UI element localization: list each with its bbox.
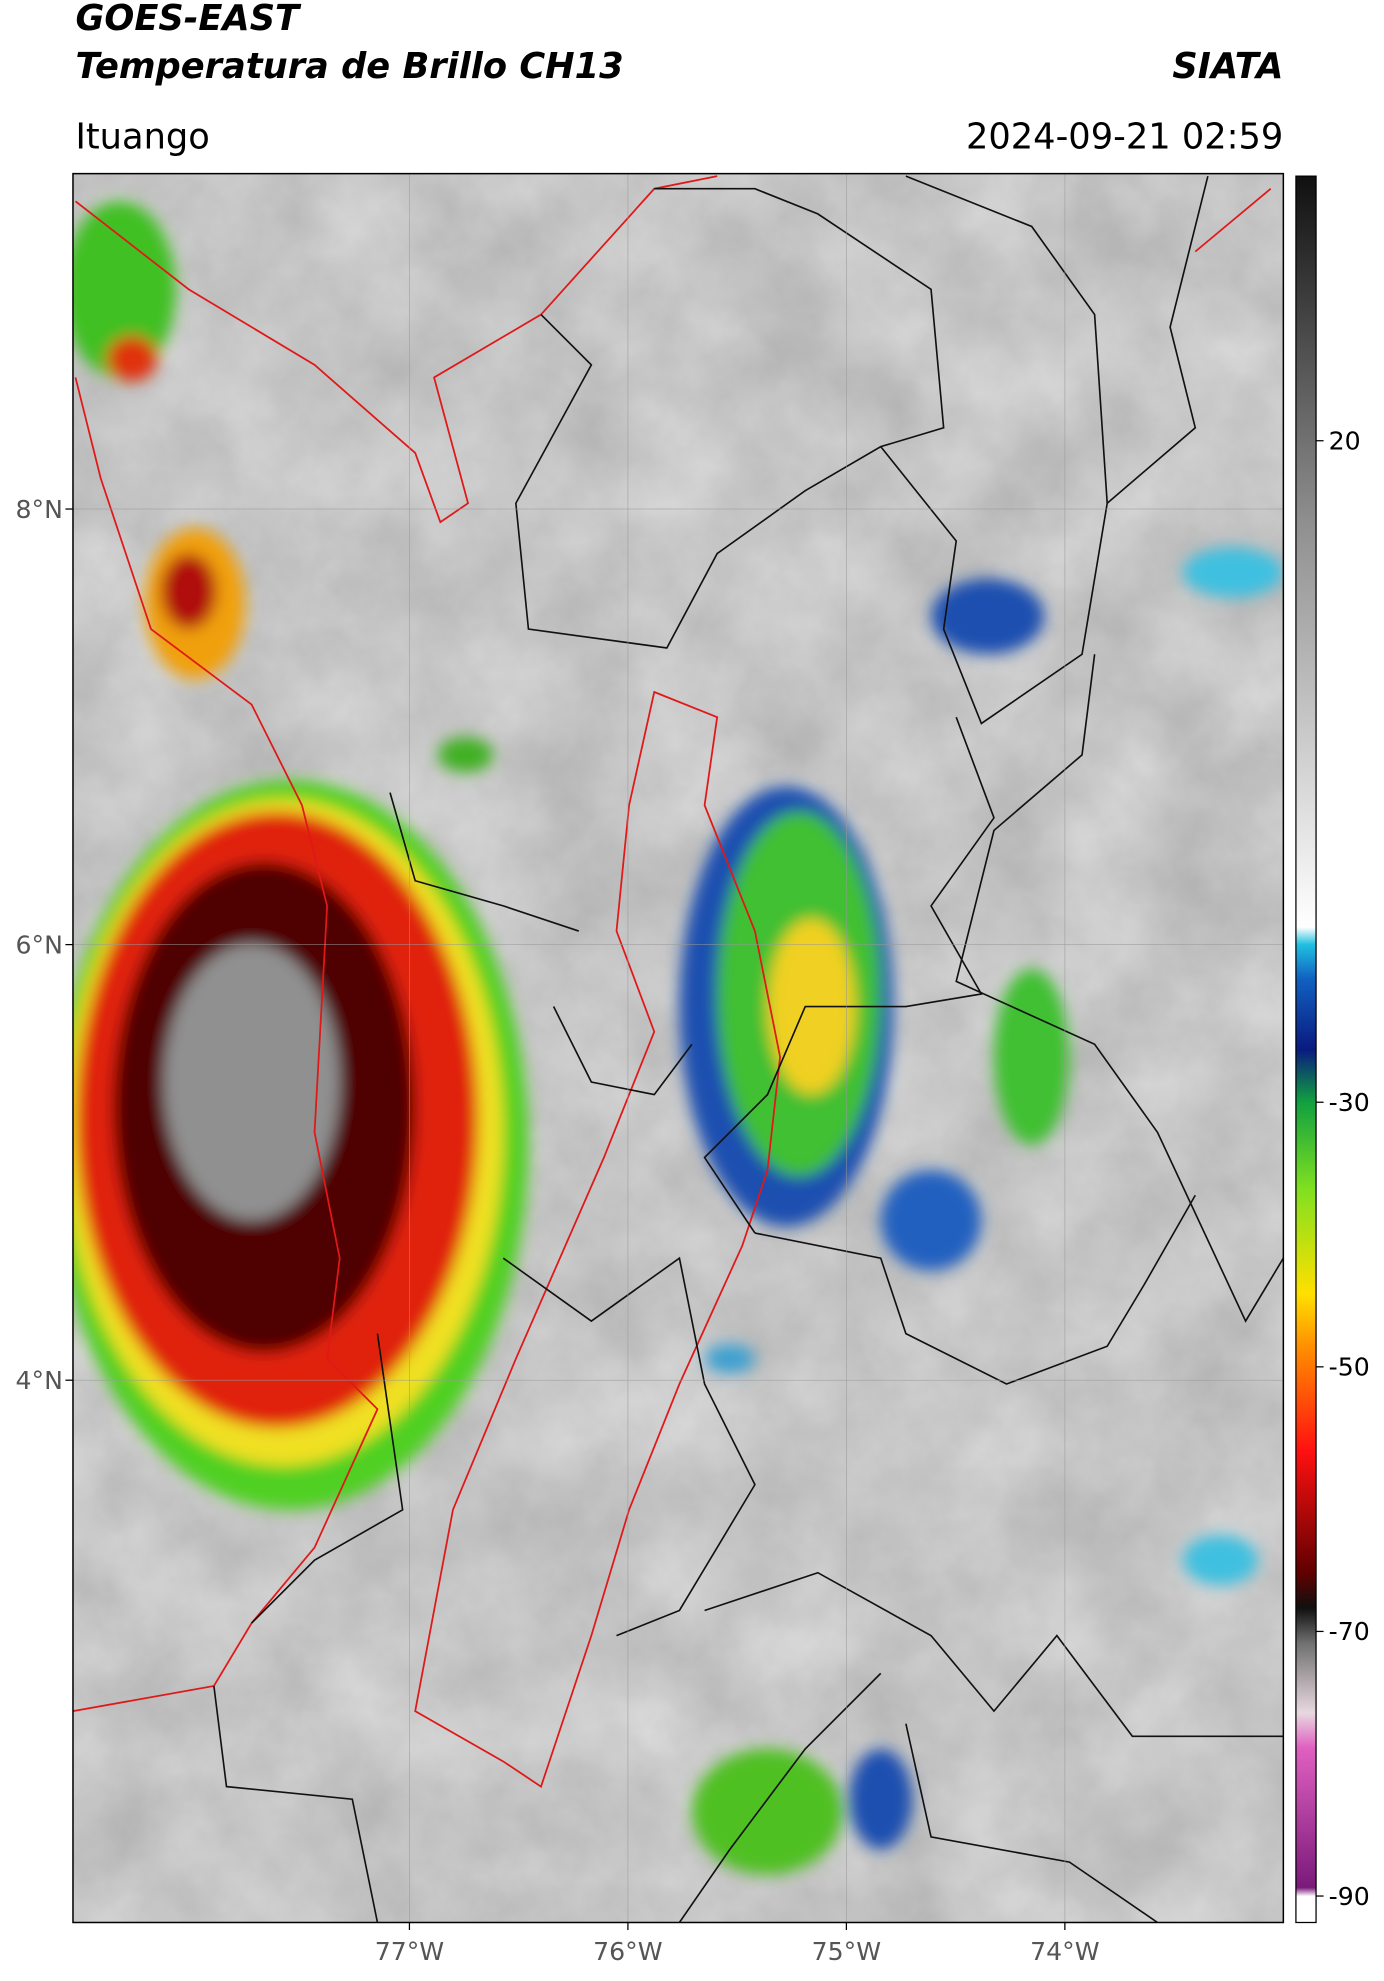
colorbar-tick-label: -30 [1329,1088,1370,1117]
y-tick-label: 8°N [16,495,63,524]
map-frame [72,172,1285,1924]
colorbar-tick-label: -90 [1329,1882,1370,1911]
agency: SIATA [1172,46,1283,87]
axes: 77°W 76°W 75°W 74°W 8°N 6°N 4°N 20 -30 -50 -70 -90 [16,427,1370,1967]
y-tick-label: 4°N [16,1366,63,1395]
x-tick-label: 77°W [375,1937,445,1966]
colorbar [1295,175,1317,1924]
location: Ituango [75,116,209,157]
boundary [213,175,1284,1923]
datetime: 2024-09-21 02:59 [966,116,1283,157]
x-tick-label: 76°W [593,1937,663,1966]
title: GOES-EAST [75,0,302,39]
colorbar-tick-label: -70 [1329,1617,1370,1646]
graticule [72,173,1284,1923]
subtitle: Temperatura de Brillo CH13 [75,46,623,87]
y-tick-label: 6°N [16,930,63,959]
department-boundary [72,175,1272,1788]
satellite-image [72,173,1284,1923]
colorbar-tick-label: 20 [1329,427,1361,456]
x-tick-label: 75°W [812,1937,882,1966]
colorbar-tick-label: -50 [1329,1353,1370,1382]
x-tick-label: 74°W [1030,1937,1100,1966]
